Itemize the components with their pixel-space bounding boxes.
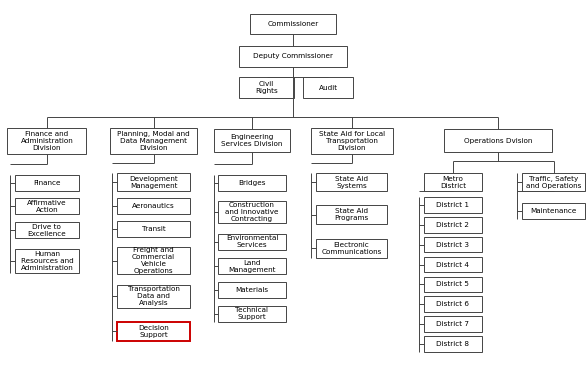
Text: State Aid
Programs: State Aid Programs <box>335 208 369 221</box>
Text: Maintenance: Maintenance <box>530 208 577 214</box>
Text: Finance: Finance <box>33 180 60 186</box>
FancyBboxPatch shape <box>7 128 87 154</box>
Text: Civil
Rights: Civil Rights <box>255 81 278 94</box>
FancyBboxPatch shape <box>218 175 286 191</box>
Text: Deputy Commissioner: Deputy Commissioner <box>253 53 333 60</box>
FancyBboxPatch shape <box>15 222 79 238</box>
Text: Traffic, Safety
and Operations: Traffic, Safety and Operations <box>526 175 581 189</box>
FancyBboxPatch shape <box>444 129 552 152</box>
FancyBboxPatch shape <box>117 285 190 308</box>
Text: District 3: District 3 <box>437 242 469 248</box>
FancyBboxPatch shape <box>316 205 387 224</box>
FancyBboxPatch shape <box>250 14 336 34</box>
Text: Operations Dvision: Operations Dvision <box>464 138 532 144</box>
Text: Audit: Audit <box>319 84 338 91</box>
FancyBboxPatch shape <box>117 198 190 214</box>
Text: District 2: District 2 <box>437 222 469 228</box>
FancyBboxPatch shape <box>424 336 482 352</box>
Text: Electronic
Communications: Electronic Communications <box>321 242 382 255</box>
Text: Transit: Transit <box>142 226 165 232</box>
FancyBboxPatch shape <box>424 197 482 213</box>
FancyBboxPatch shape <box>117 173 190 191</box>
FancyBboxPatch shape <box>522 203 585 219</box>
Text: Land
Management: Land Management <box>228 259 276 273</box>
FancyBboxPatch shape <box>424 173 482 191</box>
FancyBboxPatch shape <box>424 316 482 332</box>
Text: Planning, Modal and
Data Management
Division: Planning, Modal and Data Management Divi… <box>117 131 190 151</box>
FancyBboxPatch shape <box>239 77 295 98</box>
FancyBboxPatch shape <box>239 46 347 67</box>
FancyBboxPatch shape <box>218 258 286 274</box>
Text: State Aid
Systems: State Aid Systems <box>335 175 368 189</box>
Text: Affirmative
Action: Affirmative Action <box>27 200 67 213</box>
Text: Development
Management: Development Management <box>129 175 178 189</box>
FancyBboxPatch shape <box>304 77 353 98</box>
Text: Engineering
Services Division: Engineering Services Division <box>222 134 282 147</box>
FancyBboxPatch shape <box>15 175 79 191</box>
FancyBboxPatch shape <box>218 306 286 322</box>
Text: District 1: District 1 <box>437 202 469 208</box>
FancyBboxPatch shape <box>117 221 190 237</box>
FancyBboxPatch shape <box>424 217 482 233</box>
Text: Environmental
Services: Environmental Services <box>226 235 278 249</box>
Text: Metro
District: Metro District <box>440 175 466 189</box>
Text: Construction
and Innovative
Contracting: Construction and Innovative Contracting <box>225 202 279 222</box>
FancyBboxPatch shape <box>424 257 482 272</box>
FancyBboxPatch shape <box>117 322 190 341</box>
Text: Transportation
Data and
Analysis: Transportation Data and Analysis <box>128 286 179 307</box>
FancyBboxPatch shape <box>218 282 286 298</box>
Text: Aeronautics: Aeronautics <box>132 203 175 209</box>
FancyBboxPatch shape <box>316 239 387 258</box>
FancyBboxPatch shape <box>424 237 482 252</box>
Text: State Aid for Local
Transportation
Division: State Aid for Local Transportation Divis… <box>319 131 384 151</box>
Text: Bridges: Bridges <box>239 180 265 186</box>
Text: Drive to
Excellence: Drive to Excellence <box>28 224 66 237</box>
FancyBboxPatch shape <box>117 247 190 274</box>
FancyBboxPatch shape <box>218 201 286 223</box>
Text: Technical
Support: Technical Support <box>236 307 268 321</box>
Text: Finance and
Administration
Division: Finance and Administration Division <box>21 131 73 151</box>
FancyBboxPatch shape <box>214 129 290 152</box>
Text: Human
Resources and
Administration: Human Resources and Administration <box>21 251 73 272</box>
Text: Decision
Support: Decision Support <box>138 325 169 338</box>
Text: Commissioner: Commissioner <box>267 21 319 27</box>
Text: Materials: Materials <box>236 287 268 293</box>
FancyBboxPatch shape <box>110 128 197 154</box>
Text: District 5: District 5 <box>437 281 469 287</box>
FancyBboxPatch shape <box>15 198 79 214</box>
Text: Freight and
Commercial
Vehicle
Operations: Freight and Commercial Vehicle Operation… <box>132 247 175 274</box>
Text: District 4: District 4 <box>437 261 469 268</box>
Text: District 6: District 6 <box>437 301 469 307</box>
FancyBboxPatch shape <box>522 173 585 191</box>
FancyBboxPatch shape <box>15 249 79 273</box>
FancyBboxPatch shape <box>218 234 286 250</box>
FancyBboxPatch shape <box>316 173 387 191</box>
FancyBboxPatch shape <box>424 296 482 312</box>
Text: District 7: District 7 <box>437 321 469 327</box>
FancyBboxPatch shape <box>424 277 482 292</box>
Text: District 8: District 8 <box>437 341 469 347</box>
FancyBboxPatch shape <box>311 128 393 154</box>
